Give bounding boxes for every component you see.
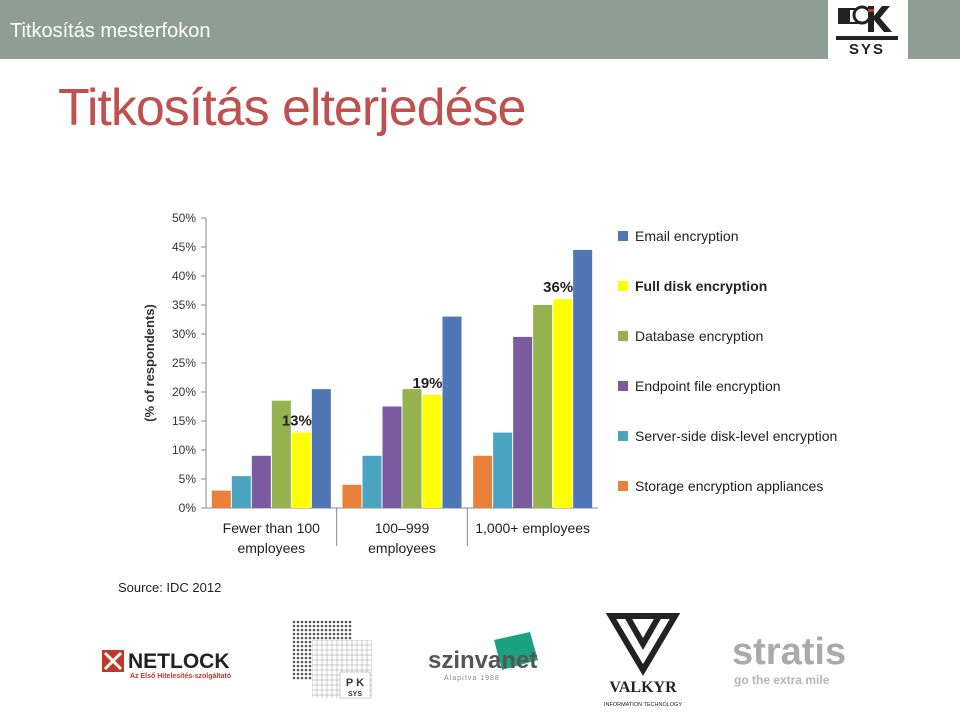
- legend-label: Server-side disk-level encryption: [635, 428, 837, 444]
- data-label: 13%: [282, 413, 312, 430]
- bar: [362, 455, 382, 508]
- bar: [382, 406, 402, 508]
- chart-axes: 0% 5% 10% 15% 20% 25% 30% 35% 40% 45% 50% (% of res…: [142, 211, 598, 556]
- bar: [553, 299, 573, 508]
- bar: [493, 432, 513, 508]
- legend-label: Email encryption: [635, 228, 739, 244]
- netlock-tagline: Az Első Hitelesítés-szolgáltató: [130, 673, 231, 680]
- y-tick-label: 0%: [179, 501, 197, 515]
- bar: [533, 305, 553, 508]
- legend-swatch: [618, 281, 628, 291]
- chart-legend: Email encryption Full disk encryption Data…: [618, 228, 837, 494]
- legend-swatch: [618, 231, 628, 241]
- chart-annotations: 13% 19% 36%: [282, 279, 573, 429]
- y-tick-label: 25%: [172, 356, 196, 370]
- y-tick-label: 40%: [172, 269, 196, 283]
- y-tick-label: 5%: [179, 472, 197, 486]
- bar: [442, 316, 462, 508]
- bar: [231, 476, 251, 508]
- legend-swatch: [618, 331, 628, 341]
- pk-sys-logo: SYS: [828, 0, 908, 59]
- stratis-logo: stratis go the extra mile: [732, 628, 862, 688]
- page-title: Titkosítás elterjedése: [58, 79, 526, 137]
- bar: [342, 484, 362, 508]
- y-axis-label: (% of respondents): [142, 304, 157, 422]
- valkyr-tagline: INFORMATION TECHNOLOGY: [604, 702, 682, 708]
- legend-swatch: [618, 481, 628, 491]
- data-label: 19%: [413, 375, 443, 392]
- legend-swatch: [618, 431, 628, 441]
- szinvanet-tagline: Alapítva 1988: [444, 675, 500, 682]
- svg-text:SYS: SYS: [348, 691, 362, 698]
- x-tick-label: 100–999: [375, 520, 430, 536]
- pk-mosaic-logo: P K SYS: [292, 620, 374, 700]
- y-tick-label: 15%: [172, 414, 196, 428]
- legend-swatch: [618, 381, 628, 391]
- x-tick-label: 1,000+ employees: [475, 520, 590, 536]
- bar: [473, 455, 493, 508]
- netlock-name: NETLOCK: [128, 650, 230, 673]
- source-note: Source: IDC 2012: [118, 580, 222, 595]
- bar: [311, 389, 331, 508]
- data-label: 36%: [543, 279, 573, 296]
- valkyr-logo: VALKYR INFORMATION TECHNOLOGY: [596, 612, 690, 710]
- bar: [402, 389, 422, 508]
- chart-bars: [211, 249, 593, 508]
- header-title: Titkosítás mesterfokon: [10, 20, 211, 42]
- bar: [513, 336, 533, 508]
- y-tick-label: 30%: [172, 327, 196, 341]
- bar: [291, 432, 311, 508]
- bar: [422, 394, 442, 508]
- netlock-logo: NETLOCK Az Első Hitelesítés-szolgáltató: [102, 648, 257, 680]
- bar-chart: 0% 5% 10% 15% 20% 25% 30% 35% 40% 45% 50% (% of res…: [142, 211, 837, 556]
- y-tick-label: 20%: [172, 385, 196, 399]
- szinvanet-name: szinvanet: [428, 647, 537, 674]
- header-bar: Titkosítás mesterfokon SYS: [0, 0, 960, 59]
- y-tick-label: 45%: [172, 240, 196, 254]
- x-tick-label: Fewer than 100: [223, 520, 320, 536]
- bar: [271, 400, 291, 508]
- bar: [573, 249, 593, 508]
- y-tick-label: 35%: [172, 298, 196, 312]
- stratis-name: stratis: [732, 631, 846, 673]
- svg-text:P K: P K: [346, 677, 364, 689]
- legend-label: Database encryption: [635, 328, 763, 344]
- legend-label: Storage encryption appliances: [635, 478, 823, 494]
- legend-label: Endpoint file encryption: [635, 378, 781, 394]
- svg-text:SYS: SYS: [849, 41, 885, 58]
- y-tick-label: 50%: [172, 211, 196, 225]
- legend-label: Full disk encryption: [635, 278, 767, 294]
- x-tick-label: employees: [368, 540, 436, 556]
- x-tick-label: employees: [237, 540, 305, 556]
- y-tick-label: 10%: [172, 443, 196, 457]
- bar: [251, 455, 271, 508]
- stratis-tagline: go the extra mile: [734, 673, 830, 687]
- szinvanet-logo: szinvanet Alapítva 1988: [428, 630, 553, 684]
- valkyr-name: VALKYR: [609, 679, 677, 696]
- bar: [211, 490, 231, 508]
